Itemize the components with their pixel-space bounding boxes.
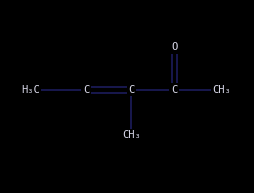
Text: C: C bbox=[170, 85, 177, 95]
Text: C: C bbox=[128, 85, 134, 95]
Text: O: O bbox=[170, 42, 177, 52]
Text: CH₃: CH₃ bbox=[121, 130, 140, 141]
Text: H₃C: H₃C bbox=[21, 85, 40, 95]
Text: C: C bbox=[83, 85, 89, 95]
Text: CH₃: CH₃ bbox=[212, 85, 231, 95]
